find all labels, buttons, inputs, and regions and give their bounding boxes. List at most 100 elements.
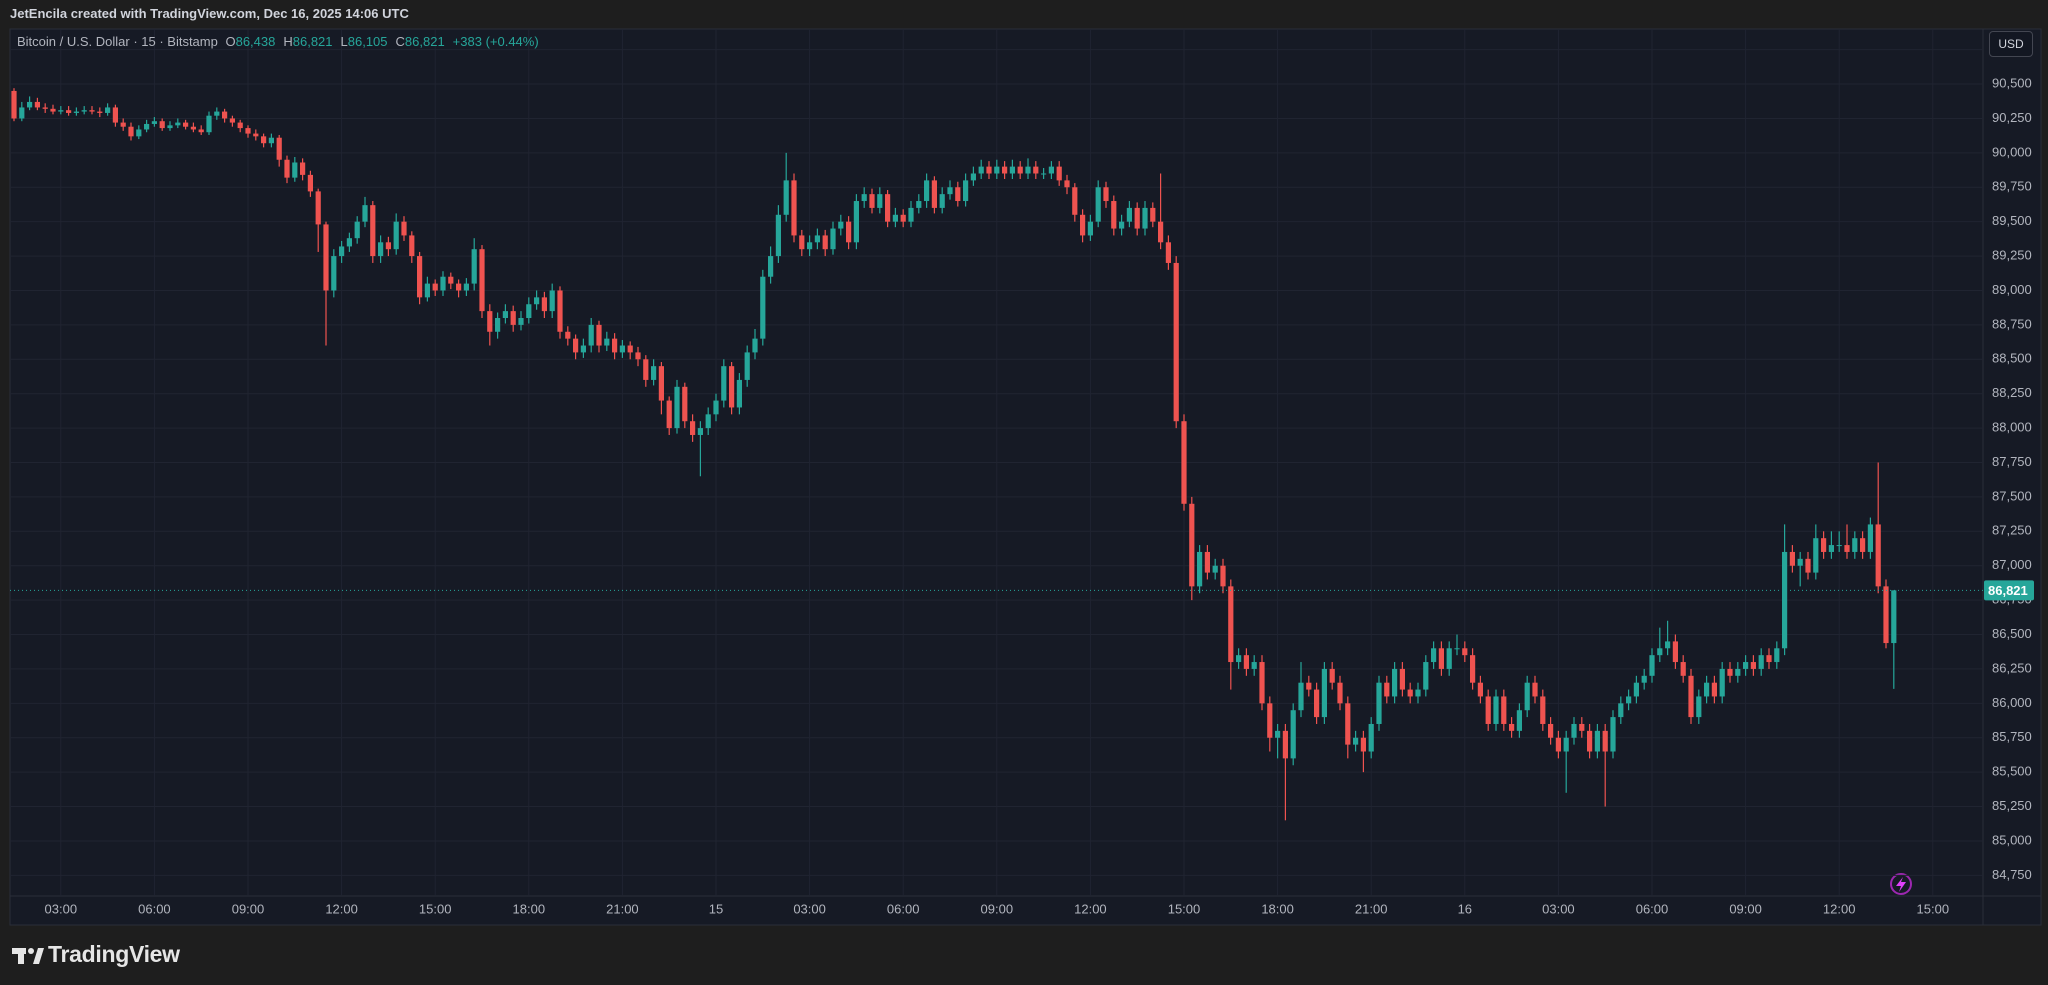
y-tick-label: 88,750 [1992, 316, 2032, 331]
candle-body [1126, 207, 1132, 222]
candle-body [27, 101, 33, 108]
currency-button[interactable]: USD [1989, 31, 2033, 57]
candle-body [939, 194, 945, 208]
candle-body [1298, 682, 1304, 711]
y-tick-label: 86,000 [1992, 695, 2032, 710]
candle-body [1345, 703, 1351, 745]
ohlc-value: 86,438 [235, 34, 276, 49]
candle-body [245, 128, 251, 134]
candle-body [1766, 655, 1772, 663]
candle-body [1111, 201, 1117, 229]
x-tick-label: 09:00 [1729, 901, 1762, 916]
symbol-title: Bitcoin / U.S. Dollar · 15 · Bitstamp [17, 34, 218, 49]
candle-body [1041, 173, 1047, 175]
grid [10, 29, 1983, 896]
candle-body [1392, 668, 1398, 697]
candle-body [1727, 668, 1733, 676]
candle-body [1633, 682, 1639, 697]
candle-body [339, 246, 345, 257]
y-tick-label: 85,750 [1992, 729, 2032, 744]
candle-body [861, 194, 867, 202]
candle-body [1306, 682, 1312, 690]
candle-body [1789, 551, 1795, 566]
candle-body [50, 108, 56, 112]
candle-body [1454, 648, 1460, 650]
y-tick-label: 87,750 [1992, 454, 2032, 469]
candle-body [1446, 648, 1452, 669]
candle-body [1415, 689, 1421, 697]
x-tick-label: 15:00 [1168, 901, 1201, 916]
candle-body [1555, 737, 1561, 752]
candle-body [1353, 737, 1359, 745]
candle-body [167, 125, 173, 129]
candle-body [417, 256, 423, 298]
candle-body [206, 115, 212, 133]
candle-body [58, 110, 64, 112]
x-tick-label: 21:00 [606, 901, 639, 916]
candle-body [1360, 737, 1366, 752]
candle-body [1509, 723, 1515, 731]
candle-body [877, 194, 883, 208]
candle-body [1860, 538, 1866, 552]
candle-body [370, 205, 376, 257]
candle-body [229, 118, 235, 123]
candle-body [978, 166, 984, 174]
candle-body [1704, 682, 1710, 697]
candle-body [300, 162, 306, 175]
candle-body [705, 414, 711, 429]
candle-body [682, 386, 688, 422]
candle-body [128, 126, 134, 137]
candle-body [1009, 166, 1015, 174]
candle-body [1571, 723, 1577, 738]
candle-body [144, 123, 150, 130]
y-tick-label: 86,500 [1992, 626, 2032, 641]
y-tick-label: 87,500 [1992, 488, 2032, 503]
candle-body [120, 122, 126, 127]
candle-body [885, 194, 891, 222]
y-tick-label: 86,250 [1992, 660, 2032, 675]
candle-body [292, 162, 298, 178]
candles [11, 88, 1897, 821]
candle-body [526, 304, 532, 318]
candle-body [1579, 723, 1585, 731]
candle-body [1064, 180, 1070, 188]
candle-body [658, 366, 664, 401]
candle-body [463, 283, 469, 291]
ohlc-label: H [283, 34, 293, 49]
change: +383 (+0.44%) [452, 34, 539, 49]
candle-body [1813, 538, 1819, 573]
candle-body [1204, 551, 1210, 573]
candle-body [1337, 682, 1343, 704]
candle-body [541, 297, 547, 312]
candle-body [1384, 682, 1390, 697]
candle-body [1033, 166, 1039, 174]
candle-body [690, 421, 696, 435]
candle-body [1228, 586, 1234, 663]
candle-body [346, 238, 352, 247]
candle-body [744, 352, 750, 380]
candle-body [1025, 166, 1031, 174]
candle-body [1626, 696, 1632, 704]
candle-body [136, 129, 142, 137]
candle-body [253, 133, 259, 137]
candle-body [1501, 696, 1507, 724]
candle-body [378, 242, 384, 257]
brand-name: TradingView [48, 941, 180, 967]
candle-body [604, 338, 610, 346]
candle-body [1290, 710, 1296, 759]
candle-body [580, 345, 586, 353]
candle-body [931, 180, 937, 208]
x-tick-label: 03:00 [793, 901, 826, 916]
candle-body [1485, 696, 1491, 724]
candle-body [1470, 655, 1476, 683]
candle-body [1805, 558, 1811, 573]
candle-body [1407, 689, 1413, 697]
x-tick-label: 06:00 [1636, 901, 1669, 916]
candle-body [1056, 166, 1062, 181]
candle-body [385, 242, 391, 250]
candle-body [307, 174, 313, 192]
candle-body [66, 110, 72, 113]
y-tick-label: 89,750 [1992, 179, 2032, 194]
candle-body [1735, 668, 1741, 676]
candle-body [1314, 689, 1320, 718]
